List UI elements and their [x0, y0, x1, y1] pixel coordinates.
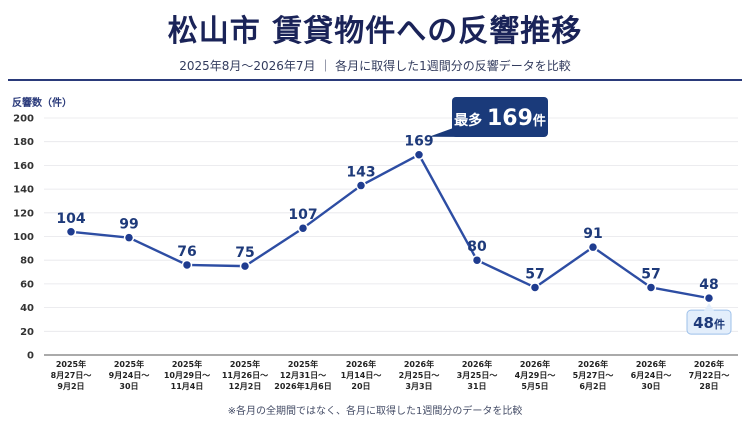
series-line	[70, 153, 710, 300]
header-divider	[8, 79, 742, 81]
y-tick-label: 200	[13, 114, 34, 125]
x-tick-label: 2026年	[520, 359, 550, 369]
data-label: 99	[119, 217, 138, 233]
x-tick-label: 28日	[699, 382, 718, 391]
data-point	[645, 282, 657, 293]
x-tick-label: 9月2日	[57, 382, 84, 391]
max-value-callout	[452, 97, 548, 137]
max-callout-pointer	[429, 127, 476, 137]
data-label: 57	[525, 266, 544, 282]
y-tick-label: 20	[20, 327, 34, 338]
x-tick-label: 2026年	[462, 359, 492, 369]
data-point	[123, 232, 135, 243]
x-tick-label: 2026年	[578, 359, 608, 369]
data-label: 57	[641, 266, 660, 282]
x-tick-label: 2025年	[172, 359, 202, 369]
page-title: 松山市 賃貸物件への反響推移	[167, 14, 583, 49]
x-tick-label: 11月26日～	[222, 371, 268, 380]
data-label: 104	[56, 211, 85, 227]
x-tick-label: 2026年	[694, 359, 724, 369]
x-tick-label: 3月3日	[405, 382, 432, 391]
x-tick-label: 2026年	[404, 359, 434, 369]
last-value-callout-text: 48件	[693, 314, 725, 332]
data-label: 76	[177, 244, 196, 260]
data-point	[355, 180, 367, 191]
data-point	[703, 292, 715, 304]
data-label: 107	[288, 207, 317, 223]
x-tick-label: 12月31日～	[280, 371, 326, 380]
x-tick-label: 5月27日～	[573, 371, 614, 380]
x-tick-label: 12月2日	[229, 382, 262, 391]
x-tick-label: 7月22日～	[689, 371, 730, 380]
data-label: 80	[467, 239, 487, 255]
x-tick-label: 2025年	[288, 359, 318, 369]
y-tick-label: 60	[20, 279, 34, 290]
page-subtitle: 2025年8月～2026年7月 ｜ 各月に取得した1週間分の反響データを比較	[179, 59, 571, 73]
data-label: 143	[346, 165, 375, 181]
data-label: 169	[404, 134, 433, 150]
y-axis-label: 反響数（件）	[12, 98, 72, 109]
y-tick-label: 40	[20, 303, 34, 314]
max-value-callout-text: 最多 169件	[454, 106, 546, 131]
x-tick-label: 2026年	[636, 359, 666, 369]
x-tick-label: 11月4日	[171, 382, 204, 391]
data-label: 91	[583, 226, 602, 242]
data-point	[471, 254, 483, 266]
y-tick-label: 180	[13, 137, 34, 148]
y-tick-label: 160	[13, 161, 34, 172]
x-tick-label: 20日	[351, 382, 370, 391]
y-tick-label: 0	[27, 351, 34, 362]
x-tick-label: 9月24日～	[109, 371, 150, 380]
x-tick-label: 2025年	[230, 359, 260, 369]
data-point	[239, 260, 251, 272]
data-point	[587, 241, 599, 253]
data-label: 75	[235, 245, 254, 261]
x-tick-label: 2026年	[346, 359, 376, 369]
x-tick-label: 1月14日～	[341, 371, 382, 380]
x-tick-label: 3月25日～	[457, 371, 498, 380]
data-label: 48	[699, 277, 718, 293]
y-tick-label: 80	[20, 256, 34, 267]
data-point	[297, 222, 309, 234]
x-tick-label: 10月29日～	[164, 371, 210, 380]
x-tick-label: 30日	[119, 382, 138, 391]
y-tick-label: 100	[13, 232, 34, 243]
x-tick-label: 8月27日～	[51, 371, 92, 380]
data-point	[529, 282, 541, 293]
x-tick-label: 6月24日～	[631, 371, 672, 380]
data-point	[65, 226, 77, 238]
x-tick-label: 2月25日～	[399, 371, 440, 380]
x-tick-label: 2026年1月6日	[274, 381, 331, 391]
x-tick-label: 6月2日	[579, 382, 606, 391]
y-tick-label: 140	[13, 185, 34, 196]
footnote: ※各月の全期間ではなく、各月に取得した1週間分のデータを比較	[227, 406, 523, 417]
data-point	[181, 259, 193, 271]
last-callout-pointer	[704, 303, 714, 311]
data-point	[413, 149, 425, 160]
y-tick-label: 120	[13, 208, 34, 219]
x-tick-label: 5月5日	[521, 382, 548, 391]
x-tick-label: 30日	[641, 382, 660, 391]
x-tick-label: 2025年	[56, 359, 86, 369]
x-tick-label: 31日	[467, 382, 486, 391]
x-tick-label: 2025年	[114, 359, 144, 369]
x-tick-label: 4月29日～	[515, 371, 556, 380]
